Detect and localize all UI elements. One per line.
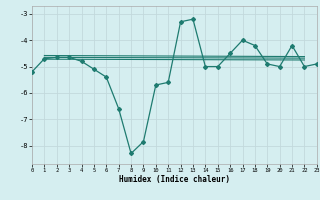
X-axis label: Humidex (Indice chaleur): Humidex (Indice chaleur) <box>119 175 230 184</box>
